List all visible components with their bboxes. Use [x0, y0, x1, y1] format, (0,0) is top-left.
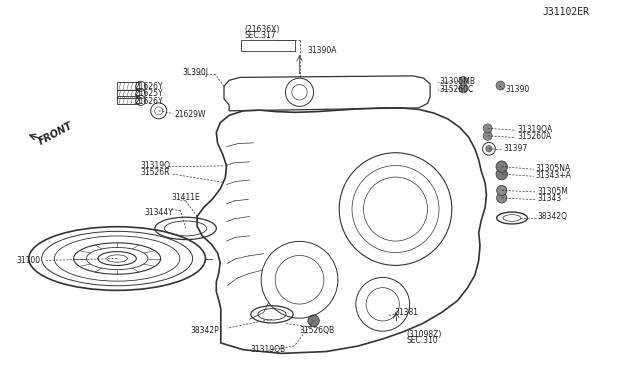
Text: SEC.317: SEC.317	[244, 31, 276, 40]
Circle shape	[483, 124, 492, 133]
Text: 31390: 31390	[506, 85, 530, 94]
Text: 31319QA: 31319QA	[517, 125, 552, 134]
Text: 31526QB: 31526QB	[300, 326, 335, 335]
Circle shape	[486, 145, 492, 152]
Text: 21626Y: 21626Y	[134, 82, 163, 91]
Circle shape	[459, 84, 468, 93]
Text: 3L390J: 3L390J	[182, 68, 209, 77]
Circle shape	[496, 161, 508, 172]
Text: FRONT: FRONT	[37, 121, 75, 147]
Text: J31102ER: J31102ER	[543, 7, 589, 17]
Text: 31397: 31397	[503, 144, 527, 153]
Text: 21625Y: 21625Y	[134, 89, 163, 98]
Text: 31390A: 31390A	[307, 46, 337, 55]
Text: (31098Z): (31098Z)	[406, 330, 442, 339]
Text: SEC.310: SEC.310	[406, 336, 438, 345]
Text: 31319QB: 31319QB	[250, 345, 285, 354]
Text: 21629W: 21629W	[174, 110, 205, 119]
Text: 31411E: 31411E	[172, 193, 200, 202]
Circle shape	[496, 81, 505, 90]
Text: 31305MB: 31305MB	[439, 77, 475, 86]
Text: 31343+A: 31343+A	[535, 171, 571, 180]
Text: 315260A: 315260A	[517, 132, 552, 141]
Text: 31319Q: 31319Q	[141, 161, 171, 170]
Text: 31344Y: 31344Y	[144, 208, 173, 217]
Bar	[117, 96, 139, 105]
Text: 31100: 31100	[16, 256, 40, 265]
Bar	[117, 90, 139, 98]
Text: 38342P: 38342P	[191, 326, 220, 335]
Text: 38342Q: 38342Q	[538, 212, 568, 221]
Bar	[117, 82, 139, 90]
Circle shape	[308, 315, 319, 326]
Text: 31305NA: 31305NA	[535, 164, 570, 173]
Text: 31526R: 31526R	[141, 168, 170, 177]
Text: 21626Y: 21626Y	[134, 97, 163, 106]
Circle shape	[497, 193, 507, 203]
Circle shape	[496, 169, 508, 180]
Text: 315260C: 315260C	[439, 85, 474, 94]
Text: 31381: 31381	[395, 308, 419, 317]
Text: 31343: 31343	[538, 194, 562, 203]
Text: 31305M: 31305M	[538, 187, 568, 196]
Text: (21636X): (21636X)	[244, 25, 280, 33]
Circle shape	[497, 185, 507, 196]
Circle shape	[483, 131, 492, 140]
Circle shape	[459, 77, 468, 86]
